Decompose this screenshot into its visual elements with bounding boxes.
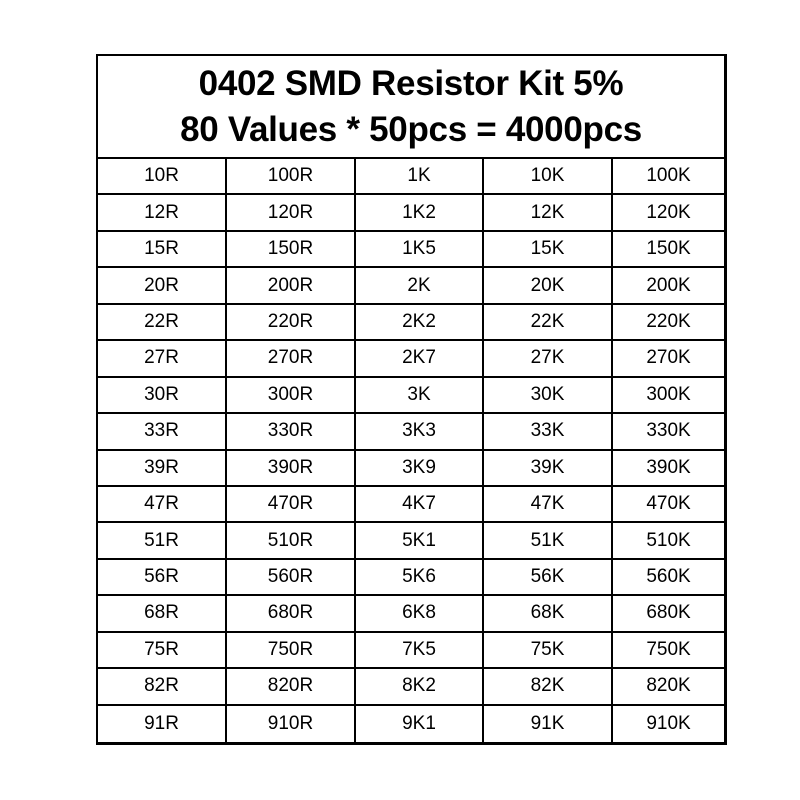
resistor-value-cell: 3K9 bbox=[356, 450, 484, 487]
resistor-value-cell: 22K bbox=[484, 304, 613, 342]
resistor-value-cell: 470K bbox=[613, 487, 724, 524]
resistor-value-cell: 120K bbox=[613, 195, 724, 232]
resistor-value-cell: 82K bbox=[484, 669, 613, 706]
kit-title: 0402 SMD Resistor Kit 5% bbox=[198, 63, 624, 103]
resistor-value-cell: 680K bbox=[613, 596, 724, 633]
resistor-value-cell: 20K bbox=[484, 268, 613, 305]
resistor-value-cell: 8K2 bbox=[356, 669, 484, 706]
resistor-value-cell: 750K bbox=[613, 633, 724, 670]
kit-subtitle: 80 Values * 50pcs = 4000pcs bbox=[180, 109, 642, 149]
resistor-value-cell: 220K bbox=[613, 305, 724, 342]
resistor-value-cell: 33K bbox=[484, 414, 613, 451]
resistor-value-cell: 10R bbox=[98, 159, 227, 196]
resistor-value-cell: 560K bbox=[613, 560, 724, 597]
resistor-value-cell: 270K bbox=[613, 341, 724, 378]
resistor-value-cell: 200K bbox=[613, 268, 724, 305]
resistor-value-cell: 300K bbox=[613, 378, 724, 415]
resistor-value-cell: 100R bbox=[227, 159, 356, 196]
resistor-value-cell: 7K5 bbox=[356, 632, 484, 670]
resistor-value-cell: 820R bbox=[227, 669, 356, 706]
resistor-value-cell: 10K bbox=[484, 159, 613, 196]
resistor-value-cell: 510R bbox=[227, 523, 356, 560]
resistor-value-cell: 680R bbox=[227, 596, 356, 633]
resistor-value-cell: 39K bbox=[484, 450, 613, 487]
resistor-value-cell: 82R bbox=[98, 669, 227, 706]
resistor-value-cell: 75R bbox=[98, 632, 227, 670]
resistor-value-cell: 68K bbox=[484, 596, 613, 633]
resistor-value-cell: 1K5 bbox=[356, 231, 484, 269]
resistor-value-cell: 91K bbox=[484, 705, 613, 742]
resistor-value-cell: 510K bbox=[613, 523, 724, 560]
resistor-value-cell: 300R bbox=[227, 377, 356, 415]
resistor-value-cell: 6K8 bbox=[356, 596, 484, 633]
resistor-value-cell: 100K bbox=[613, 159, 724, 196]
resistor-value-cell: 27R bbox=[98, 341, 227, 378]
resistor-value-cell: 12R bbox=[98, 195, 227, 232]
resistor-value-cell: 150R bbox=[227, 231, 356, 269]
resistor-value-cell: 3K3 bbox=[356, 414, 484, 451]
resistor-value-cell: 75K bbox=[484, 632, 613, 670]
resistor-value-cell: 150K bbox=[613, 232, 724, 269]
resistor-value-cell: 12K bbox=[484, 195, 613, 232]
resistor-value-cell: 910R bbox=[227, 705, 356, 742]
resistor-value-cell: 470R bbox=[227, 486, 356, 524]
resistor-value-cell: 91R bbox=[98, 705, 227, 742]
resistor-value-cell: 3K bbox=[356, 377, 484, 415]
resistor-value-cell: 200R bbox=[227, 268, 356, 305]
resistor-value-cell: 51R bbox=[98, 523, 227, 560]
resistor-value-cell: 30R bbox=[98, 377, 227, 415]
resistor-value-grid: 10R 100R 1K 10K 100K 12R 120R 1K2 12K 120K 15R 150R… bbox=[98, 159, 724, 742]
resistor-value-cell: 30K bbox=[484, 377, 613, 415]
table-header: 0402 SMD Resistor Kit 5% 80 Values * 50p… bbox=[98, 56, 724, 159]
resistor-value-cell: 56K bbox=[484, 559, 613, 597]
resistor-value-cell: 47R bbox=[98, 486, 227, 524]
resistor-value-cell: 2K7 bbox=[356, 341, 484, 378]
resistor-value-cell: 1K bbox=[356, 159, 484, 196]
resistor-value-cell: 9K1 bbox=[356, 705, 484, 742]
resistor-value-cell: 22R bbox=[98, 304, 227, 342]
resistor-value-cell: 68R bbox=[98, 596, 227, 633]
resistor-value-cell: 4K7 bbox=[356, 486, 484, 524]
resistor-value-cell: 2K2 bbox=[356, 304, 484, 342]
resistor-value-cell: 33R bbox=[98, 414, 227, 451]
resistor-value-cell: 910K bbox=[646, 712, 691, 734]
resistor-value-cell: 1K2 bbox=[356, 195, 484, 232]
resistor-value-cell: 390K bbox=[613, 451, 724, 487]
resistor-value-cell: 120R bbox=[227, 195, 356, 232]
resistor-value-cell: 220R bbox=[227, 304, 356, 342]
resistor-value-cell: 330K bbox=[613, 414, 724, 451]
resistor-value-cell: 39R bbox=[98, 450, 227, 487]
resistor-value-cell: 15K bbox=[484, 231, 613, 269]
resistor-value-cell: 5K1 bbox=[356, 523, 484, 560]
resistor-value-cell: 56R bbox=[98, 559, 227, 597]
resistor-kit-table: 0402 SMD Resistor Kit 5% 80 Values * 50p… bbox=[96, 54, 727, 745]
resistor-value-cell: 270R bbox=[227, 341, 356, 378]
resistor-value-cell: 750R bbox=[227, 632, 356, 670]
resistor-value-cell: 27K bbox=[484, 341, 613, 378]
resistor-value-cell: 47K bbox=[484, 486, 613, 524]
resistor-value-cell: 390R bbox=[227, 450, 356, 487]
resistor-value-cell: 820K bbox=[613, 669, 724, 706]
resistor-value-cell: 2K bbox=[356, 268, 484, 305]
resistor-value-cell: 15R bbox=[98, 231, 227, 269]
resistor-value-cell: 330R bbox=[227, 414, 356, 451]
resistor-value-cell: 560R bbox=[227, 559, 356, 597]
resistor-value-cell: 51K bbox=[484, 523, 613, 560]
resistor-value-cell: 20R bbox=[98, 268, 227, 305]
resistor-value-cell: 5K6 bbox=[356, 559, 484, 597]
